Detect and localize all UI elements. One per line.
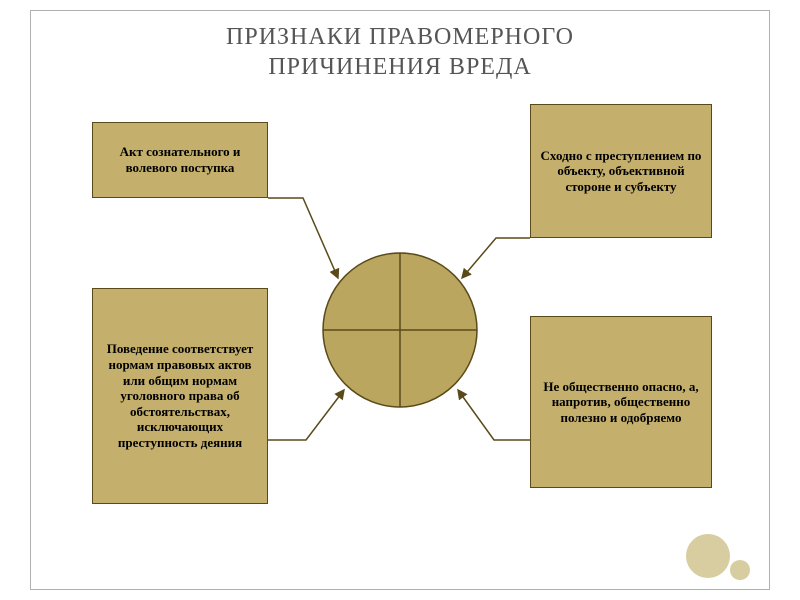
box-top-right-label: Сходно с преступлением по объекту, объек… (537, 148, 705, 195)
deco-circle-0 (686, 534, 730, 578)
deco-circle-1 (730, 560, 750, 580)
box-top-left-label: Акт сознательного и волевого поступка (99, 144, 261, 175)
box-bottom-right: Не общественно опасно, а, напротив, обще… (530, 316, 712, 488)
box-top-right: Сходно с преступлением по объекту, объек… (530, 104, 712, 238)
slide: ПРИЗНАКИ ПРАВОМЕРНОГО ПРИЧИНЕНИЯ ВРЕДА А… (0, 0, 800, 600)
hub-svg (322, 252, 478, 408)
box-bottom-right-label: Не общественно опасно, а, напротив, обще… (537, 379, 705, 426)
hub-circle (322, 252, 478, 408)
box-top-left: Акт сознательного и волевого поступка (92, 122, 268, 198)
box-bottom-left: Поведение соответствует нормам правовых … (92, 288, 268, 504)
box-bottom-left-label: Поведение соответствует нормам правовых … (99, 341, 261, 450)
